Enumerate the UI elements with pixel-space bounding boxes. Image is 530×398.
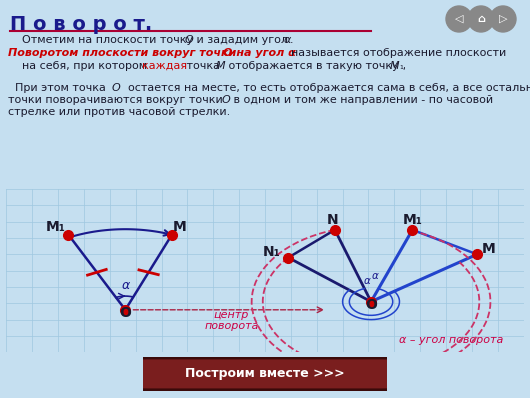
Text: называется отображение плоскости: называется отображение плоскости xyxy=(284,48,506,58)
Text: П о в о р о т.: П о в о р о т. xyxy=(10,15,152,34)
Text: O: O xyxy=(112,83,121,93)
Text: на себя, при котором: на себя, при котором xyxy=(22,61,151,71)
Text: α – угол поворота: α – угол поворота xyxy=(400,335,504,345)
Text: M₁: M₁ xyxy=(402,213,422,227)
Text: N: N xyxy=(326,213,338,227)
Circle shape xyxy=(468,6,494,32)
Text: α.: α. xyxy=(284,35,295,45)
Text: ⌂: ⌂ xyxy=(477,14,485,24)
Text: M: M xyxy=(390,61,400,71)
Text: O на угол α: O на угол α xyxy=(223,48,296,58)
Text: Поворотом плоскости вокруг точки: Поворотом плоскости вокруг точки xyxy=(8,48,240,58)
Text: ◁: ◁ xyxy=(455,14,463,24)
Text: и зададим угол: и зададим угол xyxy=(193,35,292,45)
Text: Построим вместе >>>: Построим вместе >>> xyxy=(185,367,345,380)
Text: ▷: ▷ xyxy=(499,14,507,24)
Text: стрелке или против часовой стрелки.: стрелке или против часовой стрелки. xyxy=(8,107,230,117)
Text: O: O xyxy=(365,298,377,312)
Text: центр: центр xyxy=(214,310,249,320)
Text: α: α xyxy=(372,271,378,281)
Text: M: M xyxy=(173,220,187,234)
Text: отображается в такую точку: отображается в такую точку xyxy=(225,61,402,71)
Text: При этом точка: При этом точка xyxy=(8,83,109,93)
Circle shape xyxy=(446,6,472,32)
Text: ₁,: ₁, xyxy=(399,61,406,71)
Text: O: O xyxy=(119,306,131,320)
FancyBboxPatch shape xyxy=(136,358,394,390)
Text: точка: точка xyxy=(183,61,224,71)
Text: точки поворачиваются вокруг точки: точки поворачиваются вокруг точки xyxy=(8,95,226,105)
Text: Отметим на плоскости точку: Отметим на плоскости точку xyxy=(22,35,197,45)
Text: M: M xyxy=(216,61,226,71)
Text: O: O xyxy=(222,95,231,105)
Text: каждая: каждая xyxy=(142,61,187,71)
Text: в одном и том же направлении - по часовой: в одном и том же направлении - по часово… xyxy=(230,95,493,105)
Text: M: M xyxy=(482,242,496,256)
Text: поворота: поворота xyxy=(204,321,259,331)
Text: остается на месте, то есть отображается сама в себя, а все остальные: остается на месте, то есть отображается … xyxy=(121,83,530,93)
Text: O: O xyxy=(185,35,194,45)
Text: α: α xyxy=(122,279,130,292)
Text: α: α xyxy=(364,276,371,286)
Circle shape xyxy=(490,6,516,32)
Text: N₁: N₁ xyxy=(263,245,280,259)
Text: M₁: M₁ xyxy=(46,220,65,234)
